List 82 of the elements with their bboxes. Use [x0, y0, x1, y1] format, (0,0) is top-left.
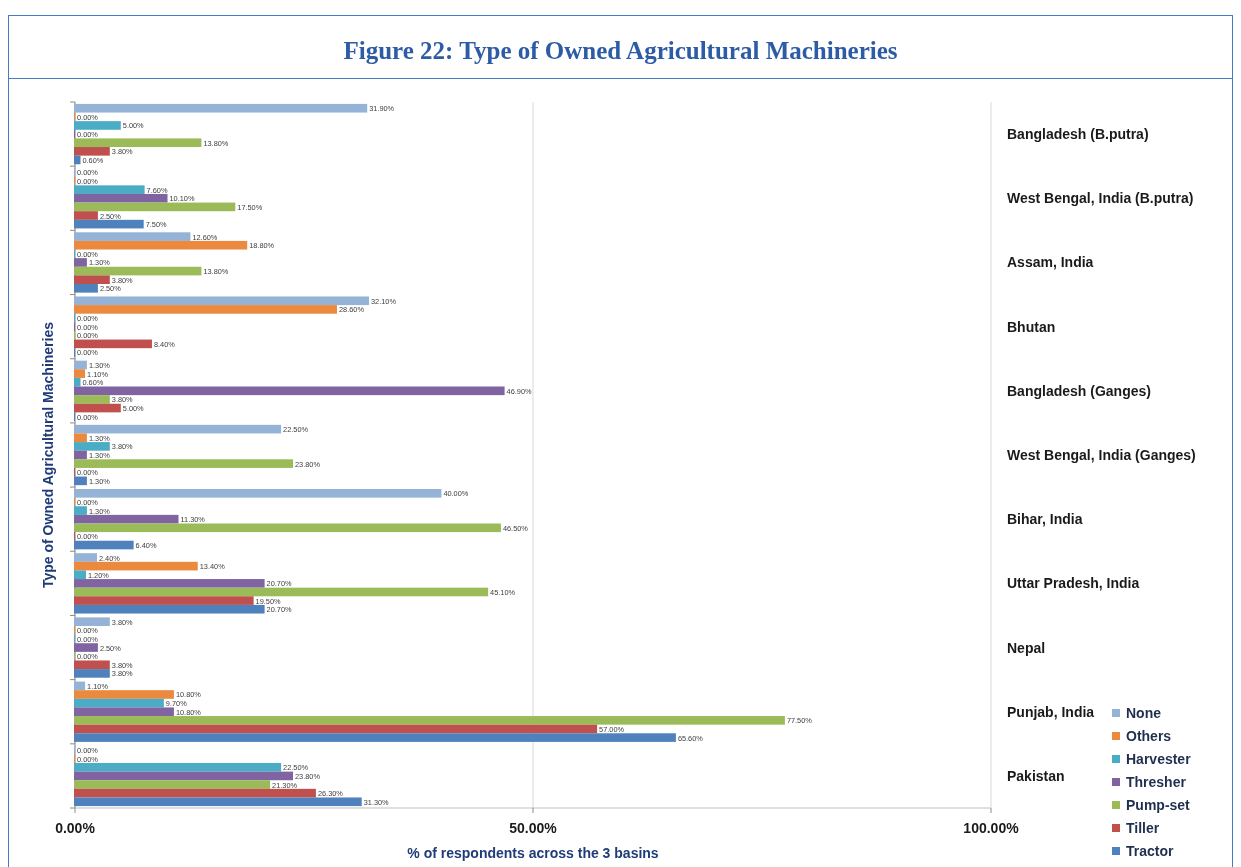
y-tick-label: Bangladesh (B.putra) [1007, 126, 1149, 143]
bar [74, 540, 134, 550]
y-tick-label: Uttar Pradesh, India [1007, 575, 1140, 592]
bar [74, 360, 87, 370]
bar [74, 386, 505, 396]
bar [74, 476, 87, 486]
legend-label: Others [1126, 728, 1172, 744]
legend-label: Thresher [1126, 774, 1187, 790]
legend-label: Pump-set [1126, 797, 1191, 813]
legend-label: Tiller [1126, 820, 1160, 836]
y-axis-title: Type of Owned Agricultural Machineries [40, 321, 56, 589]
y-tick-label: Punjab, India [1007, 703, 1095, 720]
bar [74, 442, 110, 451]
bar [74, 690, 174, 699]
chart-title: Figure 22: Type of Owned Agricultural Machineries [343, 36, 898, 64]
bar [74, 724, 598, 734]
bar [74, 369, 86, 378]
bar [74, 771, 294, 781]
bar [74, 266, 202, 276]
bar [74, 459, 294, 468]
y-tick-label: Assam, India [1007, 254, 1094, 271]
y-tick-label: West Bengal, India (B.putra) [1007, 190, 1194, 207]
bar [74, 514, 179, 524]
bar [74, 643, 98, 652]
legend-label: None [1126, 705, 1162, 721]
bar [74, 780, 271, 789]
bar [74, 587, 489, 597]
x-tick-label: 50.00% [509, 820, 558, 836]
bar [74, 716, 785, 725]
bar [74, 553, 97, 562]
bar [74, 305, 337, 314]
bar [74, 660, 110, 670]
y-tick-label: Bhutan [1007, 318, 1056, 335]
bar [74, 604, 265, 614]
bar [74, 258, 87, 267]
bar [74, 232, 191, 241]
bar [74, 596, 254, 605]
bar [74, 707, 174, 717]
bar [74, 193, 168, 203]
bar [74, 103, 368, 113]
legend-label: Harvester [1126, 751, 1192, 767]
bar [74, 395, 110, 404]
y-tick-label: Pakistan [1007, 767, 1065, 784]
bar [74, 211, 98, 220]
bar [74, 561, 198, 571]
bar [74, 296, 370, 306]
bar [74, 698, 164, 708]
bar [74, 506, 87, 515]
y-tick-label: Bihar, India [1007, 511, 1083, 528]
bar [74, 284, 98, 293]
bar [74, 339, 152, 349]
bar [74, 617, 110, 626]
bar [74, 219, 144, 229]
bar [74, 797, 362, 807]
bar [74, 121, 121, 130]
bar [74, 523, 501, 533]
bar [74, 450, 87, 460]
bar [74, 681, 86, 691]
bar [74, 377, 81, 387]
legend-label: Tractor [1126, 843, 1175, 859]
bar [74, 788, 316, 798]
bar [74, 489, 442, 498]
bar [74, 424, 282, 434]
bar [74, 433, 87, 443]
bar [74, 147, 110, 156]
bar [74, 579, 265, 588]
y-tick-label: Nepal [1007, 639, 1046, 656]
x-tick-label: 100.00% [963, 820, 1020, 836]
bar [74, 570, 86, 580]
bar [74, 240, 248, 250]
bar [74, 185, 145, 194]
y-tick-label: Bangladesh (Ganges) [1007, 382, 1151, 399]
bar [74, 275, 110, 284]
y-tick-label: West Bengal, India (Ganges) [1007, 447, 1196, 463]
bar [74, 762, 282, 772]
x-tick-label: 0.00% [55, 820, 96, 836]
bar [74, 202, 236, 212]
bar [74, 669, 110, 678]
bar [74, 733, 676, 742]
bar [74, 138, 202, 148]
bar [74, 403, 121, 413]
x-axis-title: % of respondents across the 3 basins [407, 845, 659, 861]
